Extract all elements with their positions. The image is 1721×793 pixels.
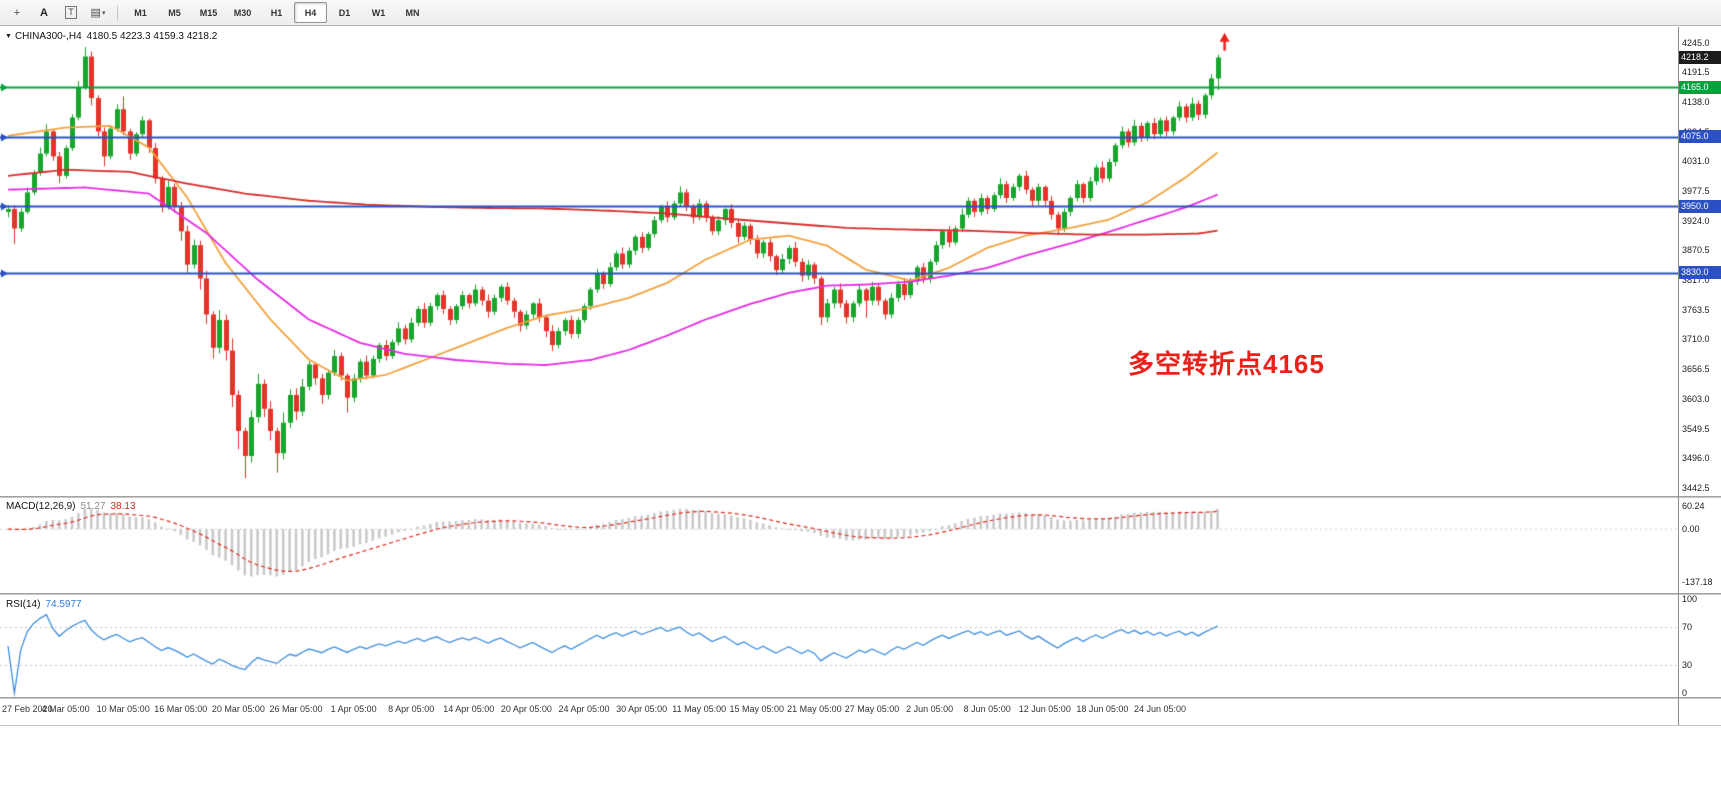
- rsi-scale-label: 30: [1682, 659, 1693, 670]
- time-axis-label: 2 Jun 05:00: [906, 704, 954, 714]
- price-tick-label: 3870.5: [1682, 245, 1710, 256]
- timeframe-m1-button[interactable]: M1: [134, 7, 147, 18]
- time-axis-label: 30 Apr 05:00: [616, 704, 668, 714]
- arrow-text-icon: A: [40, 6, 48, 19]
- bottom-whitespace: [0, 726, 1721, 793]
- time-axis-label: 11 May 05:00: [672, 704, 727, 714]
- time-axis-label: 24 Apr 05:00: [558, 704, 610, 714]
- pane-separator-macd-rsi[interactable]: [0, 593, 1721, 595]
- macd-title: MACD(12,26,9) 51.27 38.13: [6, 501, 136, 512]
- rsi-pane-canvas[interactable]: [0, 595, 1678, 697]
- draw-lines-icon: ▤: [90, 7, 101, 19]
- time-axis-bottom-border: [0, 725, 1721, 726]
- toolbar-tools-group: + A T ▤ ▾: [4, 2, 111, 24]
- rsi-title: RSI(14) 74.5977: [6, 599, 82, 610]
- price-chart-canvas[interactable]: [0, 27, 1678, 496]
- green-line-tag: 4165.0: [1679, 80, 1721, 94]
- time-axis-label: 21 May 05:00: [787, 704, 842, 714]
- price-tick-label: 3442.5: [1682, 482, 1710, 493]
- symbol-period-label: CHINA300-,H4: [14, 31, 82, 42]
- time-axis-label: 24 Jun 05:00: [1133, 704, 1187, 714]
- timeframe-mn-button[interactable]: MN: [405, 7, 420, 18]
- price-tick-label: 4191.5: [1682, 67, 1710, 78]
- symbol-dropdown-icon[interactable]: ▼: [5, 33, 12, 40]
- time-axis-label: 4 Mar 05:00: [41, 704, 90, 714]
- blue-line-3-tag: 3830.0: [1679, 266, 1721, 280]
- time-axis-label: 16 Mar 05:00: [154, 704, 208, 714]
- macd-main-value: 51.27: [80, 501, 106, 512]
- price-tick-label: 3656.5: [1682, 364, 1710, 375]
- price-axis-border: [1678, 27, 1679, 725]
- macd-pane-canvas[interactable]: [0, 498, 1678, 593]
- price-tick-label: 3977.5: [1682, 186, 1710, 197]
- blue-line-2-tag: 3950.0: [1679, 199, 1721, 213]
- draw-lines-button[interactable]: ▤ ▾: [85, 2, 111, 24]
- time-axis-label: 12 Jun 05:00: [1018, 704, 1071, 714]
- pane-separator-price-macd[interactable]: [0, 496, 1721, 498]
- chevron-down-icon: ▾: [101, 9, 106, 17]
- price-tick-label: 3763.5: [1682, 304, 1710, 315]
- price-tick-label: 3817.0: [1682, 275, 1710, 286]
- time-axis-label: 20 Mar 05:00: [211, 704, 265, 714]
- pane-separator-rsi-time: [0, 697, 1721, 699]
- text-box-button[interactable]: T: [58, 2, 84, 24]
- time-axis-label: 8 Apr 05:00: [388, 704, 435, 714]
- crosshair-button[interactable]: +: [4, 2, 30, 24]
- time-axis-label: 26 Mar 05:00: [269, 704, 323, 714]
- time-axis-label: 1 Apr 05:00: [330, 704, 377, 714]
- timeframe-h4-button[interactable]: H4: [294, 2, 327, 23]
- price-tick-label: 3924.0: [1682, 215, 1710, 226]
- rsi-scale-label: 100: [1682, 594, 1698, 604]
- macd-signal-value: 38.13: [110, 501, 136, 512]
- timeframe-d1-button[interactable]: D1: [338, 7, 351, 18]
- time-axis-label: 20 Apr 05:00: [500, 704, 552, 714]
- toolbar: + A T ▤ ▾ M1 M5 M15 M30 H1 H4 D1 W1 MN: [0, 0, 1721, 26]
- rsi-value: 74.5977: [45, 599, 82, 610]
- toolbar-separator: [117, 4, 118, 21]
- timeframe-w1-button[interactable]: W1: [371, 7, 386, 18]
- crosshair-icon: +: [13, 6, 21, 19]
- timeframe-m5-button[interactable]: M5: [168, 7, 181, 18]
- last-price-tag: 4218.2: [1679, 51, 1721, 65]
- timeframe-m15-button[interactable]: M15: [199, 7, 218, 18]
- timeframe-h1-button[interactable]: H1: [270, 7, 283, 18]
- rsi-scale-label: 70: [1682, 622, 1693, 633]
- timeframe-m30-button[interactable]: M30: [233, 7, 252, 18]
- time-axis-label: 27 May 05:00: [844, 704, 900, 714]
- price-tick-label: 3549.5: [1682, 423, 1710, 434]
- toolbar-timeframes-group: M1 M5 M15 M30 H1 H4 D1 W1 MN: [124, 2, 429, 23]
- blue-line-1-tag: 4075.0: [1679, 130, 1721, 144]
- price-tick-label: 4245.0: [1682, 37, 1710, 48]
- time-axis-label: 10 Mar 05:00: [96, 704, 150, 714]
- price-tick-label: 4031.0: [1682, 156, 1710, 167]
- price-tick-label: 3603.0: [1682, 393, 1710, 404]
- time-axis-label: 8 Jun 05:00: [963, 704, 1011, 714]
- time-axis-label: 15 May 05:00: [729, 704, 785, 714]
- ohlc-values-label: 4180.5 4223.3 4159.3 4218.2: [86, 31, 218, 42]
- time-axis-label: 27 Feb 2020: [2, 704, 53, 714]
- annotation-text: 多空转折点4165: [1128, 349, 1325, 379]
- macd-scale-label: 0.00: [1682, 524, 1700, 535]
- macd-scale-label: 60.24: [1682, 500, 1705, 511]
- rsi-label: RSI(14): [6, 599, 41, 610]
- chart-title: ▼ CHINA300-,H4 4180.5 4223.3 4159.3 4218.2: [5, 31, 217, 42]
- text-box-icon: T: [65, 6, 77, 19]
- price-tick-label: 3496.0: [1682, 453, 1710, 464]
- macd-scale-label: -137.18: [1682, 577, 1713, 588]
- time-axis-label: 14 Apr 05:00: [443, 704, 495, 714]
- rsi-scale-label: 0: [1682, 688, 1688, 698]
- time-axis-label: 18 Jun 05:00: [1076, 704, 1129, 714]
- arrow-text-button[interactable]: A: [31, 2, 57, 24]
- macd-label: MACD(12,26,9): [6, 501, 76, 512]
- price-tick-label: 4138.0: [1682, 97, 1710, 107]
- price-tick-label: 3710.0: [1682, 334, 1710, 345]
